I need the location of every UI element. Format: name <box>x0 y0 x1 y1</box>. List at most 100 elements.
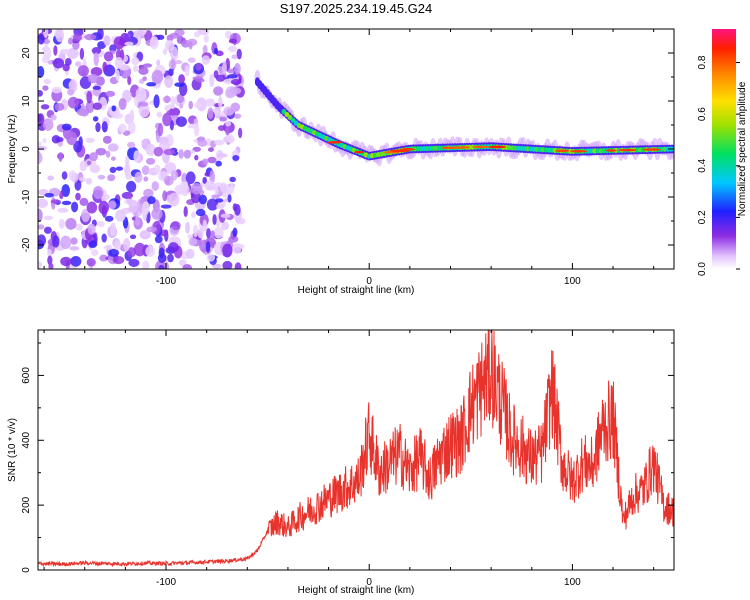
spectrogram-noise-cell <box>129 234 137 240</box>
spectrogram-noise-cell <box>169 32 180 39</box>
spectrogram-noise-cell <box>211 194 220 199</box>
spectrogram-noise-cell <box>162 190 168 202</box>
spectrogram-noise-cell <box>86 201 98 214</box>
spectrogram-noise-cell <box>125 155 130 167</box>
spectrogram-noise-cell <box>157 253 167 263</box>
spectrogram-noise-cell <box>97 29 104 40</box>
spectrogram-noise-cell <box>232 242 242 255</box>
spectrogram-noise-cell <box>197 139 208 147</box>
spectrogram-noise-cell <box>153 94 160 109</box>
spectrogram-noise-cell <box>227 194 232 203</box>
spectrogram-noise-cell <box>59 48 71 55</box>
spectrogram-noise-cell <box>191 211 196 219</box>
spectrogram-noise-cell <box>102 135 112 144</box>
spectrogram-noise-cell <box>211 263 222 269</box>
spectrogram-noise-cell <box>86 258 96 267</box>
spectrogram-noise-cell <box>204 172 210 177</box>
spectrogram-noise-cell <box>101 121 108 133</box>
spectrogram-noise-cell <box>219 116 227 122</box>
snr-y-tick-label: 0 <box>21 567 32 573</box>
spectrogram-noise-cell <box>47 60 52 65</box>
spectrogram-noise-cell <box>141 165 150 176</box>
spectrogram-noise-cell <box>115 166 124 171</box>
spectrogram-noise-cell <box>79 197 89 207</box>
spectrogram-noise-cell <box>183 206 188 218</box>
spectrogram-noise-cell <box>194 154 199 161</box>
spectrogram-noise-cell <box>198 194 208 205</box>
spectrogram-noise-cell <box>227 45 237 53</box>
spectrogram-noise-cell <box>133 30 146 37</box>
spectrogram-noise-cell <box>207 107 214 120</box>
spectrogram-noise-cell <box>67 96 79 109</box>
spectrogram-noise-cell <box>188 100 194 110</box>
spectrogram-noise-cell <box>178 259 187 267</box>
snr-x-tick-label: -100 <box>156 577 176 588</box>
spectrogram-noise-cell <box>89 152 98 162</box>
spectrogram-noise-cell <box>105 90 116 97</box>
spectrogram-noise-cell <box>233 63 241 75</box>
spectrogram-noise-cell <box>38 66 45 78</box>
spectrogram-noise-cell <box>223 106 235 116</box>
spectrogram-noise-cell <box>127 76 132 86</box>
spectrogram-noise-cell <box>195 208 206 217</box>
spectrogram-noise-cell <box>127 121 136 135</box>
spectrogram-noise-cell <box>61 184 71 197</box>
spectrogram-noise-cell <box>98 200 110 215</box>
spectrogram-noise-cell <box>222 243 233 258</box>
spectrogram-noise-cell <box>225 120 232 127</box>
spectrogram-noise-cell <box>43 226 52 234</box>
spectrogram-noise-cell <box>86 90 93 104</box>
spectrogram-noise-cell <box>67 37 73 45</box>
spectrogram-ridge-peak <box>555 149 570 153</box>
colorbar-tick-label: 0.6 <box>697 107 708 121</box>
spectrogram-noise-cell <box>205 241 211 253</box>
spectrogram-heatmap <box>38 29 674 269</box>
spectrogram-noise-cell <box>184 65 190 77</box>
spectrogram-noise-cell <box>71 201 79 213</box>
spectrogram-noise-cell <box>202 219 207 231</box>
spectrogram-noise-cell <box>40 104 50 110</box>
spectrogram-noise-cell <box>70 255 82 267</box>
spectrogram-noise-cell <box>92 83 102 97</box>
spectrogram-noise-cell <box>151 181 159 191</box>
spectrogram-noise-cell <box>213 86 224 96</box>
spectrogram-noise-cell <box>101 233 107 243</box>
spectrogram-noise-cell <box>134 216 141 227</box>
spectrogram-noise-cell <box>143 176 149 182</box>
spectrogram-noise-cell <box>68 80 76 90</box>
spectrogram-noise-cell <box>38 113 45 125</box>
spectrogram-noise-cell <box>57 207 69 213</box>
spectrogram-noise-cell <box>60 235 72 250</box>
spectrogram-noise-cell <box>103 51 114 62</box>
spectrogram-noise-cell <box>135 87 147 101</box>
spectrogram-noise-cell <box>115 209 126 222</box>
spectrogram-noise-cell <box>114 240 121 251</box>
spectrogram-noise-cell <box>128 258 140 267</box>
spectrogram-noise-cell <box>164 75 174 88</box>
spectrogram-noise-cell <box>138 66 149 76</box>
spectrogram-ridge-peak <box>400 148 415 151</box>
spectrogram-noise-cell <box>111 156 116 161</box>
spectrogram-noise-cell <box>193 31 201 38</box>
spectrogram-noise-cell <box>115 69 120 82</box>
spectrogram-x-tick-label: 0 <box>366 276 372 287</box>
spectrogram-noise-cell <box>86 160 92 166</box>
spectrogram-y-tick-label: 20 <box>21 47 32 59</box>
spectrogram-noise-cell <box>41 46 49 52</box>
spectrogram-noise-cell <box>118 123 127 133</box>
spectrogram-y-tick-label: -20 <box>21 237 32 252</box>
spectrogram-noise-cell <box>61 123 72 131</box>
spectrogram-noise-cell <box>206 198 219 211</box>
spectrogram-noise-cell <box>188 41 193 50</box>
spectrogram-noise-cell <box>229 87 242 95</box>
spectrogram-noise-cell <box>154 235 163 244</box>
spectrogram-noise-cell <box>107 174 116 182</box>
spectrogram-noise-cell <box>147 196 156 205</box>
spectrogram-noise-cell <box>157 122 164 137</box>
spectrogram-noise-cell <box>167 242 179 253</box>
spectrogram-noise-cell <box>58 218 65 229</box>
spectrogram-noise-cell <box>156 111 163 118</box>
